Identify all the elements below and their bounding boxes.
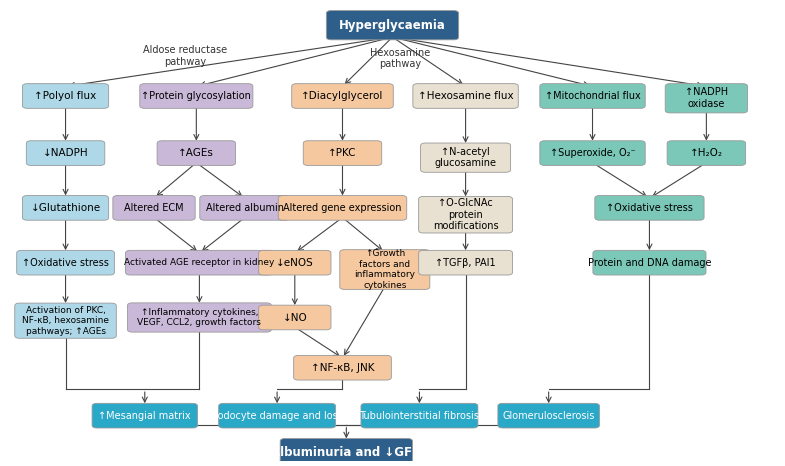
Text: ↑O-GlcNAc
protein
modifications: ↑O-GlcNAc protein modifications [433,198,498,231]
Text: ↓NO: ↓NO [283,313,307,322]
Text: Protein and DNA damage: Protein and DNA damage [588,258,711,267]
FancyBboxPatch shape [27,141,104,165]
Text: ↑Oxidative stress: ↑Oxidative stress [22,258,109,267]
FancyBboxPatch shape [140,84,253,108]
FancyBboxPatch shape [23,84,108,108]
Text: ↑NADPH
oxidase: ↑NADPH oxidase [685,88,728,109]
Text: Altered ECM: Altered ECM [124,203,184,213]
FancyBboxPatch shape [340,250,430,289]
Text: ↑H₂O₂: ↑H₂O₂ [690,148,723,158]
Text: ↓NADPH: ↓NADPH [42,148,89,158]
FancyBboxPatch shape [595,196,704,220]
FancyBboxPatch shape [219,404,335,428]
FancyBboxPatch shape [413,84,518,108]
Text: Glomerulosclerosis: Glomerulosclerosis [502,411,595,421]
FancyBboxPatch shape [200,196,290,220]
FancyBboxPatch shape [303,141,382,165]
FancyBboxPatch shape [126,250,273,275]
Text: ↑AGEs: ↑AGEs [178,148,214,158]
Text: Aldose reductase
pathway: Aldose reductase pathway [143,45,227,67]
FancyBboxPatch shape [16,250,115,275]
FancyBboxPatch shape [667,141,746,165]
Text: ↑Protein glycosylation: ↑Protein glycosylation [141,91,251,101]
Text: ↑Inflammatory cytokines,
VEGF, CCL2, growth factors: ↑Inflammatory cytokines, VEGF, CCL2, gro… [137,308,261,327]
FancyBboxPatch shape [280,439,412,466]
FancyBboxPatch shape [127,303,272,332]
Text: ↑Growth
factors and
inflammatory
cytokines: ↑Growth factors and inflammatory cytokin… [354,249,415,290]
Text: Albuminuria and ↓GFR: Albuminuria and ↓GFR [272,445,422,459]
Text: ↑NF-κB, JNK: ↑NF-κB, JNK [311,363,374,373]
Text: Activated AGE receptor in kidney: Activated AGE receptor in kidney [124,258,275,267]
Text: ↑N-acetyl
glucosamine: ↑N-acetyl glucosamine [435,147,497,168]
FancyBboxPatch shape [292,84,393,108]
FancyBboxPatch shape [92,404,198,428]
FancyBboxPatch shape [258,305,331,330]
FancyBboxPatch shape [294,356,392,380]
Text: ↓Glutathione: ↓Glutathione [31,203,100,213]
Text: Podocyte damage and loss: Podocyte damage and loss [212,411,342,421]
Text: Altered albumin: Altered albumin [206,203,284,213]
FancyBboxPatch shape [23,196,108,220]
FancyBboxPatch shape [418,250,513,275]
FancyBboxPatch shape [498,404,600,428]
FancyBboxPatch shape [278,196,407,220]
FancyBboxPatch shape [540,84,645,108]
FancyBboxPatch shape [665,84,747,113]
Text: Activation of PKC,
NF-κB, hexosamine
pathways; ↑AGEs: Activation of PKC, NF-κB, hexosamine pat… [22,306,109,336]
Text: Hyperglycaemia: Hyperglycaemia [339,19,446,32]
Text: ↑TGFβ, PAI1: ↑TGFβ, PAI1 [435,258,496,267]
Text: ↑Hexosamine flux: ↑Hexosamine flux [418,91,513,101]
Text: ↑Oxidative stress: ↑Oxidative stress [606,203,693,213]
FancyBboxPatch shape [593,250,706,275]
FancyBboxPatch shape [258,250,331,275]
FancyBboxPatch shape [421,143,510,172]
FancyBboxPatch shape [113,196,195,220]
Text: ↑PKC: ↑PKC [328,148,356,158]
Text: ↑Diacylglycerol: ↑Diacylglycerol [301,91,384,101]
Text: Altered gene expression: Altered gene expression [283,203,402,213]
Text: Tubulointerstitial fibrosis: Tubulointerstitial fibrosis [360,411,480,421]
FancyBboxPatch shape [540,141,645,165]
Text: ↑Polyol flux: ↑Polyol flux [35,91,97,101]
Text: Hexosamine
pathway: Hexosamine pathway [370,48,430,69]
Text: ↑Mesangial matrix: ↑Mesangial matrix [98,411,191,421]
FancyBboxPatch shape [327,11,458,40]
FancyBboxPatch shape [157,141,236,165]
FancyBboxPatch shape [15,303,116,338]
FancyBboxPatch shape [418,197,513,233]
FancyBboxPatch shape [361,404,478,428]
Text: ↓eNOS: ↓eNOS [276,258,314,267]
Text: ↑Mitochondrial flux: ↑Mitochondrial flux [545,91,641,101]
Text: ↑Superoxide, O₂⁻: ↑Superoxide, O₂⁻ [550,148,635,158]
